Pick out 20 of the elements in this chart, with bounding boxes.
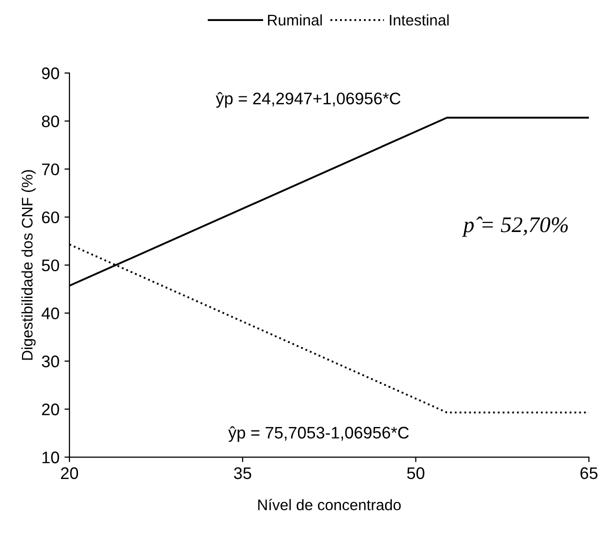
annotation: p̂ = 52,70% xyxy=(462,216,568,237)
x-tick-label: 20 xyxy=(61,467,78,480)
legend-label: Intestinal xyxy=(390,14,449,26)
x-axis-title: Nível de concentrado xyxy=(258,498,401,510)
y-tick-label: 30 xyxy=(42,356,60,368)
y-tick-label: 70 xyxy=(42,163,60,176)
annotation: ŷp = 24,2947+1,06956*C xyxy=(216,92,400,108)
x-tick-label: 65 xyxy=(580,467,598,480)
y-tick-label: 50 xyxy=(42,259,60,272)
y-tick-label: 80 xyxy=(42,115,60,128)
annotation: ŷp = 75,7053-1,06956*C xyxy=(228,426,409,442)
y-tick-label: 90 xyxy=(42,67,60,80)
y-tick-label: 60 xyxy=(42,211,60,224)
y-tick-label: 40 xyxy=(42,308,60,320)
legend-label: Ruminal xyxy=(268,14,322,26)
y-tick-label: 10 xyxy=(42,452,60,464)
y-tick-label: 20 xyxy=(42,404,60,416)
y-axis-title: Digestibilidade dos CNF (%) xyxy=(21,170,36,360)
x-tick-label: 35 xyxy=(234,467,252,480)
x-tick-label: 50 xyxy=(407,467,424,480)
